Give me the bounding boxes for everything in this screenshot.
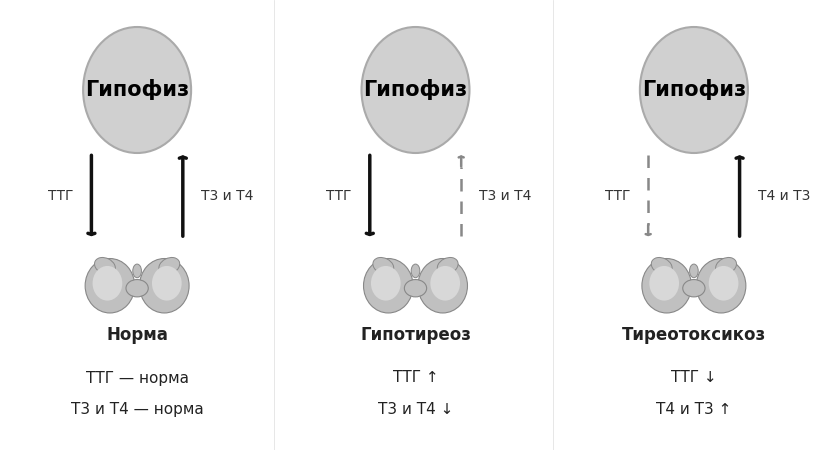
Ellipse shape (683, 279, 705, 297)
Ellipse shape (642, 258, 691, 313)
Text: ТТГ: ТТГ (47, 189, 73, 203)
Ellipse shape (418, 258, 468, 313)
Ellipse shape (373, 257, 394, 274)
Text: Гипофиз: Гипофиз (363, 80, 468, 100)
Ellipse shape (126, 279, 148, 297)
Text: ТТГ ↓: ТТГ ↓ (671, 370, 716, 386)
Text: ТТГ ↑: ТТГ ↑ (393, 370, 438, 386)
Text: ТТГ: ТТГ (326, 189, 352, 203)
Ellipse shape (152, 266, 182, 301)
Text: ТТГ: ТТГ (604, 189, 630, 203)
Ellipse shape (159, 257, 179, 274)
Ellipse shape (361, 27, 470, 153)
Text: Норма: Норма (106, 326, 168, 344)
Ellipse shape (709, 266, 739, 301)
Ellipse shape (640, 27, 748, 153)
Ellipse shape (652, 257, 672, 274)
Text: ТТГ — норма: ТТГ — норма (86, 370, 189, 386)
Text: Т3 и Т4 ↓: Т3 и Т4 ↓ (378, 402, 453, 417)
Ellipse shape (95, 257, 116, 274)
Ellipse shape (85, 258, 135, 313)
Ellipse shape (405, 279, 426, 297)
Text: Т4 и Т3: Т4 и Т3 (758, 189, 810, 203)
Ellipse shape (363, 258, 413, 313)
Text: Т3 и Т4: Т3 и Т4 (479, 189, 532, 203)
Ellipse shape (411, 264, 420, 278)
Ellipse shape (690, 264, 698, 278)
Text: Т4 и Т3 ↑: Т4 и Т3 ↑ (656, 402, 731, 417)
Text: Гипотиреоз: Гипотиреоз (360, 326, 471, 344)
Text: Т3 и Т4 — норма: Т3 и Т4 — норма (71, 402, 204, 417)
Text: Т3 и Т4: Т3 и Т4 (201, 189, 253, 203)
Ellipse shape (133, 264, 141, 278)
Text: Гипофиз: Гипофиз (642, 80, 746, 100)
Ellipse shape (715, 257, 736, 274)
Ellipse shape (437, 257, 458, 274)
Text: Гипофиз: Гипофиз (85, 80, 189, 100)
Ellipse shape (83, 27, 191, 153)
Ellipse shape (371, 266, 401, 301)
Ellipse shape (92, 266, 122, 301)
Text: Тиреотоксикоз: Тиреотоксикоз (622, 326, 766, 344)
Ellipse shape (430, 266, 460, 301)
Ellipse shape (696, 258, 746, 313)
Ellipse shape (649, 266, 679, 301)
Ellipse shape (140, 258, 189, 313)
